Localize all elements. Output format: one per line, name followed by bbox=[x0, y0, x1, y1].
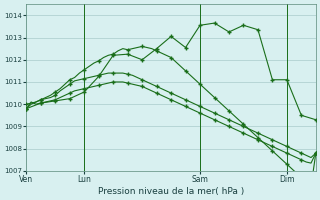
X-axis label: Pression niveau de la mer( hPa ): Pression niveau de la mer( hPa ) bbox=[98, 187, 244, 196]
